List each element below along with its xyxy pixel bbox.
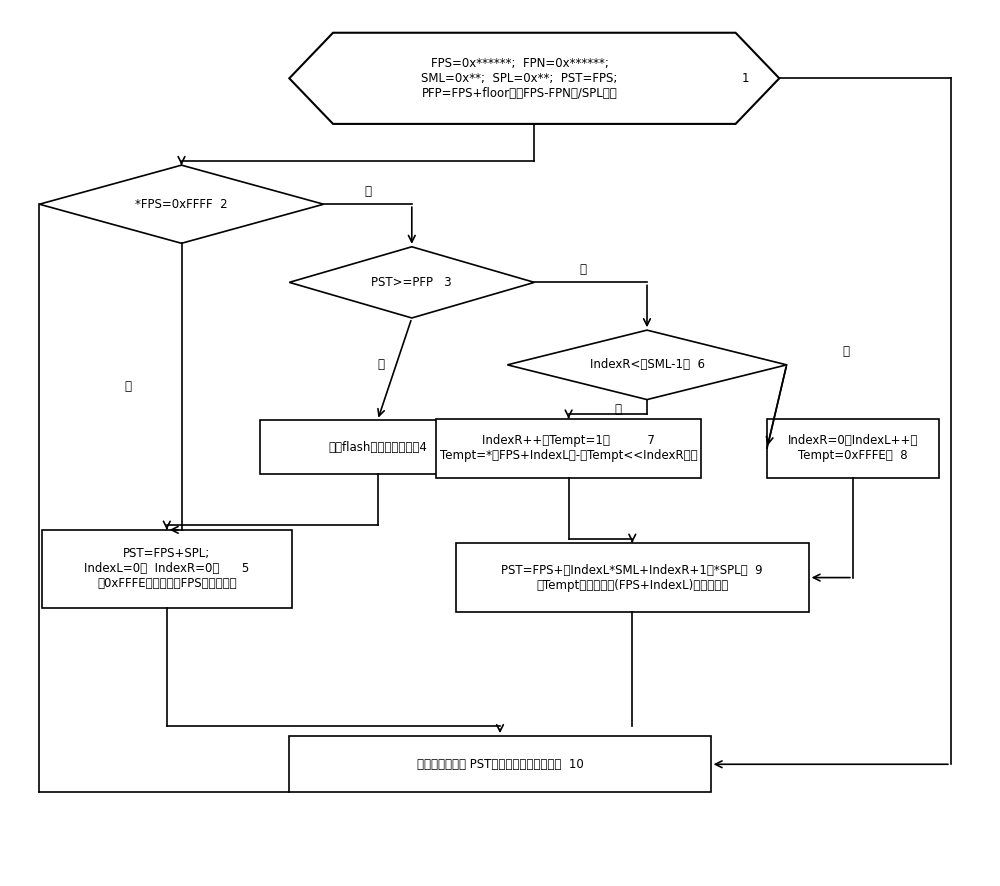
Polygon shape [289,247,534,318]
FancyBboxPatch shape [260,421,495,474]
FancyBboxPatch shape [436,419,701,478]
Text: IndexR<（SML-1）  6: IndexR<（SML-1） 6 [590,358,704,371]
Text: 是: 是 [124,380,131,393]
Text: 否: 否 [580,263,587,276]
FancyBboxPatch shape [289,736,711,792]
Text: *FPS=0xFFFF  2: *FPS=0xFFFF 2 [135,198,228,211]
Text: 擦除flash参数所在浏区；4: 擦除flash参数所在浏区；4 [328,441,427,454]
Text: PST=FPS+SPL;
IndexL=0；  IndexR=0；      5
把0xFFFE写进地址为FPS的寄存器；: PST=FPS+SPL; IndexL=0； IndexR=0； 5 把0xFF… [84,548,249,590]
FancyBboxPatch shape [767,419,939,478]
Text: FPS=0x******;  FPN=0x******;
SML=0x**;  SPL=0x**;  PST=FPS;
PFP=FPS+floor（（FPS-F: FPS=0x******; FPN=0x******; SML=0x**; SP… [421,57,618,100]
Text: PST=FPS+（IndexL*SML+IndexR+1）*SPL；  9
把Tempt写进地址为(FPS+IndexL)的寄存器；: PST=FPS+（IndexL*SML+IndexR+1）*SPL； 9 把Te… [501,563,763,592]
Text: 是: 是 [614,402,621,416]
Polygon shape [39,165,324,244]
Text: 把参数数据写进 PST为起始地址的寄存器；  10: 把参数数据写进 PST为起始地址的寄存器； 10 [417,758,583,771]
Text: 否: 否 [842,346,849,358]
FancyBboxPatch shape [42,530,292,608]
Text: IndexR=0；IndexL++；
Tempt=0xFFFE；  8: IndexR=0；IndexL++； Tempt=0xFFFE； 8 [788,434,918,462]
Text: IndexR++；Tempt=1；          7
Tempt=*（FPS+IndexL）-（Tempt<<IndexR）；: IndexR++；Tempt=1； 7 Tempt=*（FPS+IndexL）-… [440,434,697,462]
FancyBboxPatch shape [456,543,809,612]
Text: 是: 是 [377,358,384,371]
Text: PST>=PFP   3: PST>=PFP 3 [371,276,452,289]
Text: 否: 否 [364,184,371,198]
Polygon shape [289,33,779,124]
Polygon shape [507,330,787,400]
Text: 1: 1 [741,72,749,85]
